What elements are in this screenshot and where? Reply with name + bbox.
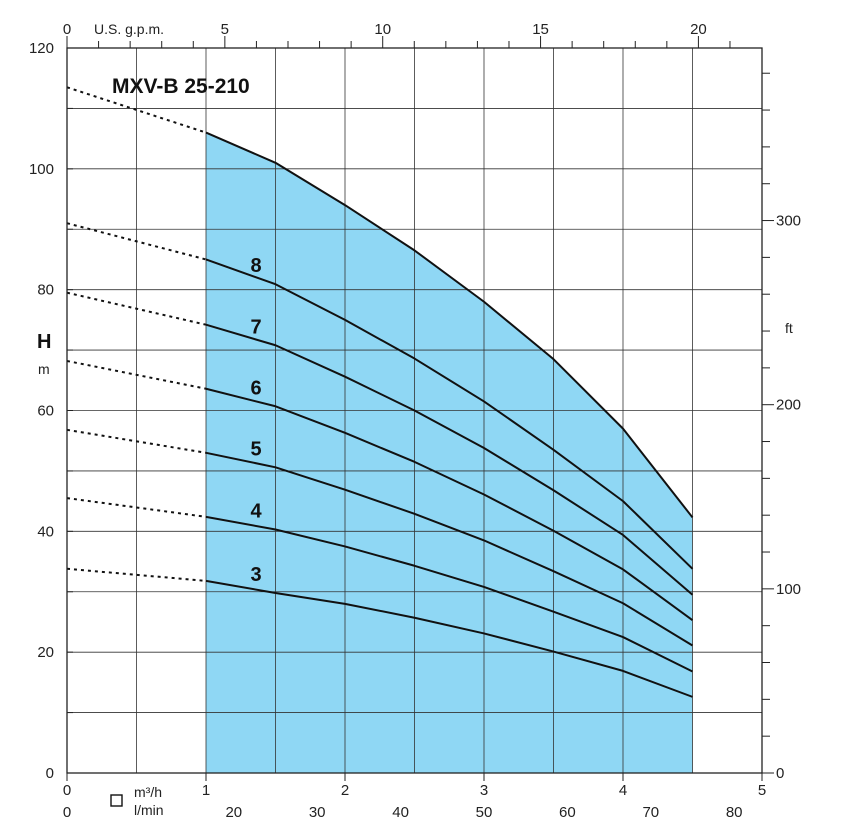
gpm-tick-label: 5 [221,21,229,38]
m3h-axis-unit: m³/h [134,784,162,800]
unit-box-icon [110,794,123,807]
lmin-tick-label: 0 [63,804,71,821]
y2-tick-label: 0 [776,765,784,782]
lmin-tick-label: 80 [726,804,743,821]
lmin-tick-label: 40 [392,804,409,821]
x-tick-label: 3 [480,782,488,799]
ticks [66,36,774,781]
y2-axis-unit: ft [785,320,793,336]
operating-range-fill [206,132,693,774]
curves [66,86,694,698]
y-tick-label: 120 [29,40,54,57]
curve-dashed-segment [66,428,207,454]
curve-line [205,515,693,673]
lmin-tick-label: 60 [559,804,576,821]
y-tick-label: 60 [37,403,54,420]
y-axis-unit: m [38,361,50,377]
curve-line [205,451,694,647]
gpm-tick-label: 0 [63,21,71,38]
curve-dashed-segment [66,222,207,261]
x-tick-label: 0 [63,782,71,799]
y2-tick-label: 100 [776,581,801,598]
lmin-tick-label: 50 [476,804,493,821]
x-tick-label: 1 [202,782,210,799]
y2-tick-label: 200 [776,397,801,414]
lmin-tick-label: 30 [309,804,326,821]
y-tick-label: 0 [46,765,54,782]
y-tick-label: 20 [37,644,54,661]
curve-line [205,579,693,698]
curve-dashed-segment [66,567,207,582]
curve-dashed-segment [66,86,207,134]
grid [67,48,762,773]
curve-label: 6 [250,377,261,399]
curve-line [205,258,694,570]
y-tick-label: 80 [37,282,54,299]
y2-tick-label: 300 [776,213,801,230]
curve-line [205,387,694,621]
x-tick-label: 2 [341,782,349,799]
curve-label: 7 [250,316,261,338]
curve-label: 4 [250,501,262,523]
curve-label: 5 [250,438,261,460]
x-tick-label: 4 [619,782,627,799]
operating-range-bands [206,132,693,774]
y-tick-label: 40 [37,523,54,540]
x-tick-label: 5 [758,782,766,799]
chart-title: MXV-B 25-210 [112,75,250,98]
y-axis-letter: H [37,331,51,353]
y-tick-label: 100 [29,161,54,178]
gpm-tick-label: 20 [690,21,707,38]
curve-line [205,323,694,596]
lmin-tick-label: 70 [642,804,659,821]
curve-dashed-segment [66,359,207,390]
curve-label: 3 [250,564,261,586]
gpm-axis-unit: U.S. g.p.m. [94,21,164,37]
gpm-tick-label: 10 [374,21,391,38]
curve-dashed-segment [66,291,207,326]
curve-line [205,131,694,519]
lmin-tick-label: 20 [225,804,242,821]
lmin-axis-unit: l/min [134,802,164,818]
gpm-tick-label: 15 [532,21,549,38]
curve-label: 8 [250,255,261,277]
curve-dashed-segment [66,497,207,518]
